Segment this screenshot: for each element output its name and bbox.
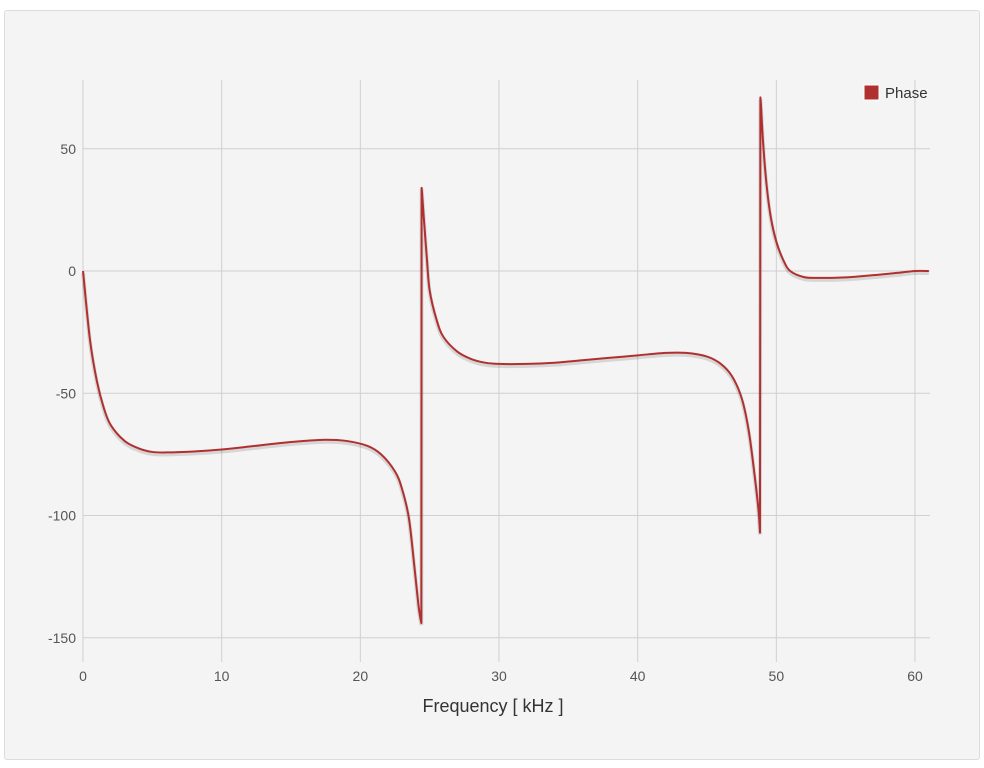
y-tick-label-0: 0: [68, 263, 76, 279]
grid: [82, 80, 930, 662]
x-tick-label-10: 10: [214, 668, 230, 684]
x-tick-label-0: 0: [79, 668, 87, 684]
x-tick-label-20: 20: [353, 668, 369, 684]
x-tick-label-30: 30: [491, 668, 507, 684]
y-tick-label--150: -150: [48, 630, 76, 646]
x-tick-label-50: 50: [769, 668, 785, 684]
series-shadow-phase: [81, 99, 929, 626]
axes: 0 10 20 30 40 50 60 50 0 -50 -100 -150: [48, 141, 923, 684]
x-axis-title: Frequency [ kHz ]: [422, 696, 563, 716]
chart-panel: [4, 10, 980, 760]
y-tick-label--50: -50: [56, 385, 76, 401]
legend-swatch-phase: [863, 84, 880, 101]
legend-label-phase: Phase: [885, 85, 928, 102]
series-layer: [81, 96, 929, 626]
x-tick-label-40: 40: [630, 668, 646, 684]
legend: Phase: [863, 84, 928, 102]
y-tick-label-50: 50: [60, 141, 76, 157]
y-tick-label--100: -100: [48, 508, 76, 524]
x-tick-label-60: 60: [907, 668, 923, 684]
series-line-phase: [82, 96, 929, 625]
